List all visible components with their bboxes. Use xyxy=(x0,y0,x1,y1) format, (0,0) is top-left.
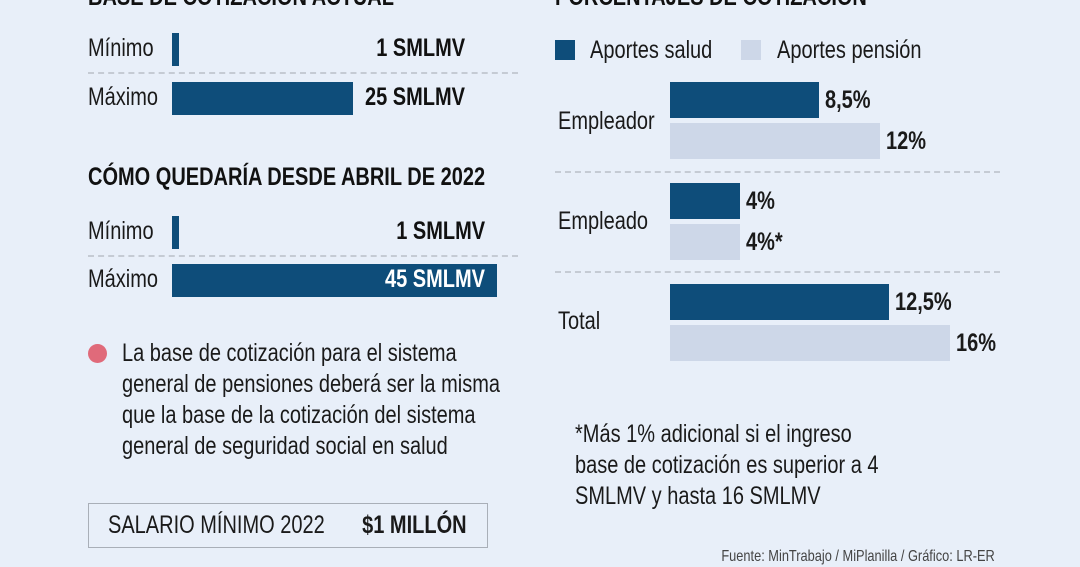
legend-label-salud: Aportes salud xyxy=(590,36,713,64)
bullet-note: La base de cotización para el sistema gen… xyxy=(122,339,500,460)
legend-swatch-pension xyxy=(741,40,761,60)
source-credit: Fuente: MinTrabajo / MiPlanilla / Gráfic… xyxy=(721,548,995,565)
divider xyxy=(88,255,518,257)
value-label: 12% xyxy=(886,127,927,155)
bar xyxy=(670,183,740,219)
bar xyxy=(172,264,497,297)
salary-value: $1 MILLÓN xyxy=(362,511,467,539)
heading-text: CÓMO QUEDARÍA DESDE ABRIL DE 2022 xyxy=(88,163,486,191)
category-label: Máximo xyxy=(88,265,159,293)
bar xyxy=(172,82,353,115)
legend-swatch-salud xyxy=(555,40,575,60)
heading-percentages: PORCENTAJES DE COTIZACIÓN xyxy=(555,0,945,12)
value-label: 16% xyxy=(956,329,997,357)
value-label: 1 SMLMV xyxy=(376,34,465,62)
divider xyxy=(555,171,1000,173)
category-label: Empleado xyxy=(558,207,649,235)
value-label: 4% xyxy=(746,187,775,215)
heading-current-base: BASE DE COTIZACIÓN ACTUAL xyxy=(88,0,470,12)
category-label: Mínimo xyxy=(88,217,154,245)
value-label: 8,5% xyxy=(824,86,871,114)
salary-label: SALARIO MÍNIMO 2022 xyxy=(108,511,325,539)
footnote: *Más 1% adicional si el ingreso base de c… xyxy=(575,420,879,510)
category-label: Mínimo xyxy=(88,34,154,62)
category-label: Máximo xyxy=(88,83,159,111)
divider xyxy=(555,271,1000,273)
value-label: 1 SMLMV xyxy=(396,217,485,245)
bar xyxy=(670,82,819,118)
bar xyxy=(670,284,889,320)
category-label: Empleador xyxy=(558,107,655,135)
divider xyxy=(88,72,518,74)
category-label: Total xyxy=(558,307,601,335)
value-label: 25 SMLMV xyxy=(364,83,465,111)
salary-box: SALARIO MÍNIMO 2022 $1 MILLÓN xyxy=(88,503,488,548)
bar xyxy=(172,33,180,66)
value-label: 12,5% xyxy=(894,288,952,316)
value-label: 4%* xyxy=(746,228,783,256)
heading-text: PORCENTAJES DE COTIZACIÓN xyxy=(555,0,867,12)
bullet-dot-icon xyxy=(88,344,107,363)
heading-text: BASE DE COTIZACIÓN ACTUAL xyxy=(88,0,394,12)
legend-label-pension: Aportes pensión xyxy=(777,36,922,64)
bar xyxy=(172,216,180,249)
bar xyxy=(670,123,880,159)
heading-new-base: CÓMO QUEDARÍA DESDE ABRIL DE 2022 xyxy=(88,163,584,192)
value-label: 45 SMLMV xyxy=(384,265,485,293)
bar xyxy=(670,325,950,361)
bar xyxy=(670,224,740,260)
